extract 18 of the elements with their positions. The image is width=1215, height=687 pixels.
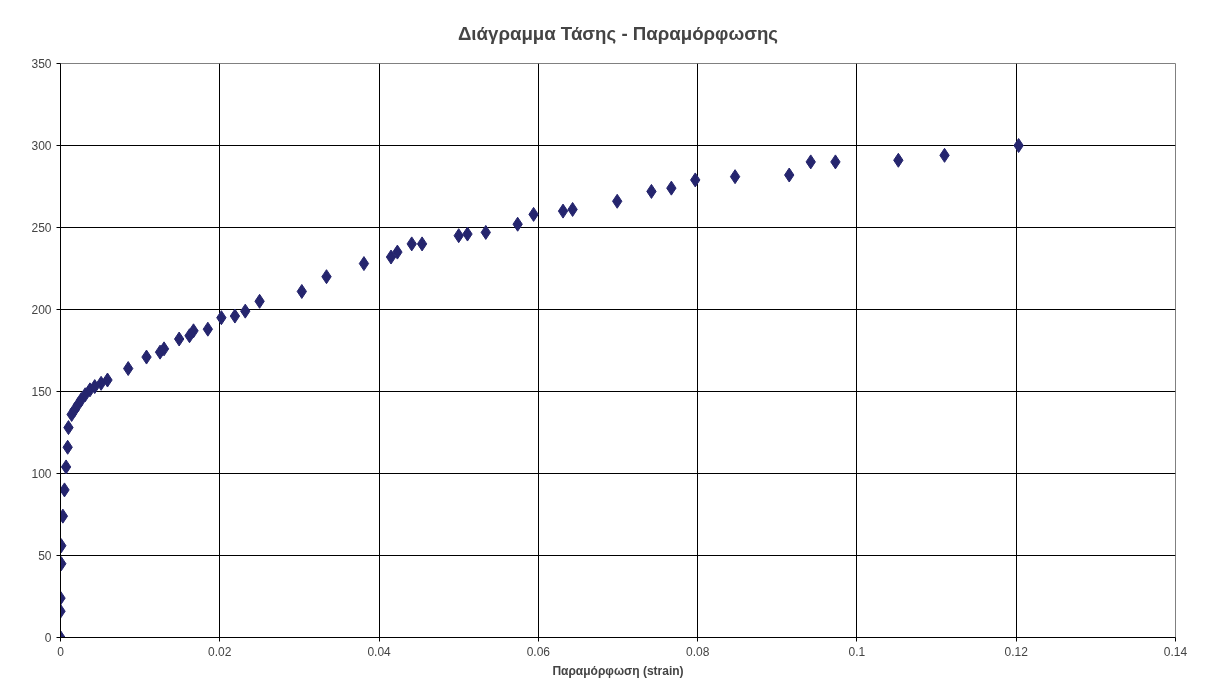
y-tick-label: 0 [44,631,52,645]
x-tick-label: 0.06 [526,644,551,659]
y-tick-label: 200 [31,303,52,317]
x-tick-label: 0.04 [367,644,392,659]
y-tick-label: 150 [31,385,52,399]
x-tick-label: 0 [57,644,65,659]
x-tick-label: 0.14 [1163,644,1188,659]
x-axis-title: Παραμόρφωση (strain) [552,663,684,678]
y-tick-label: 50 [38,549,52,563]
x-tick-label: 0.02 [208,644,232,659]
y-tick-label: 250 [31,221,52,235]
y-tick-label: 100 [31,467,52,481]
y-tick-label: 300 [31,139,52,153]
x-tick-label: 0.1 [848,644,866,659]
x-tick-label: 0.12 [1004,644,1029,659]
y-tick-label: 350 [31,57,52,71]
chart-title: Διάγραμμα Τάσης - Παραμόρφωσης [457,22,779,44]
x-tick-label: 0.08 [685,644,710,659]
